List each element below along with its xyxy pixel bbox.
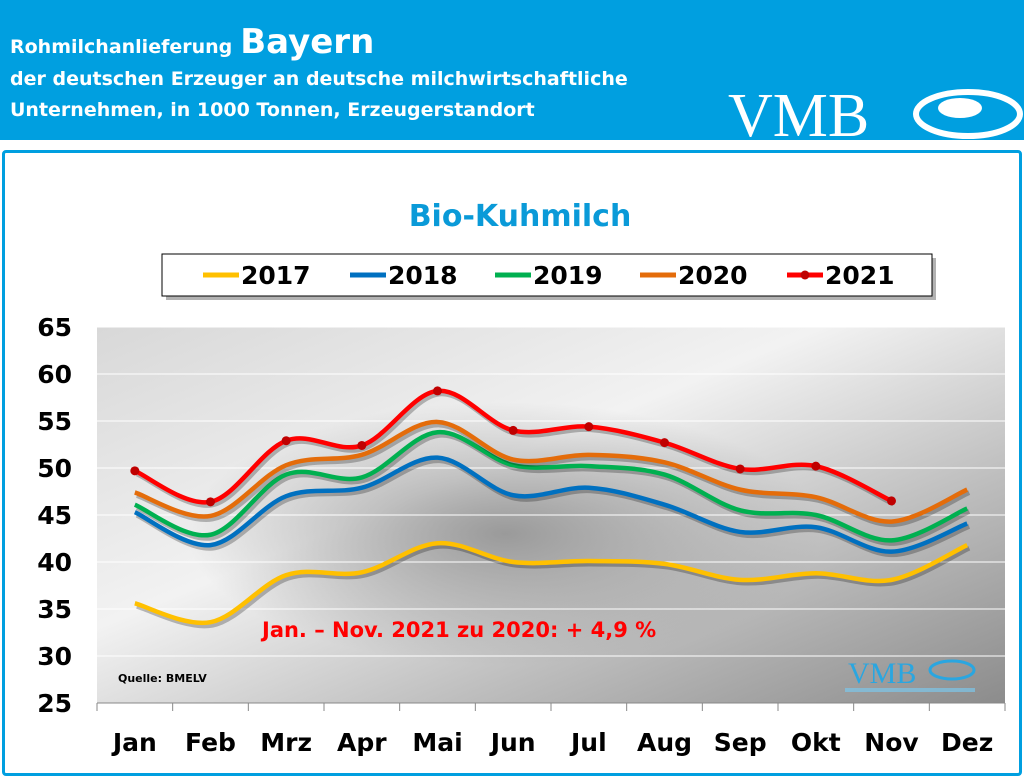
legend-item-2019: 2019 (495, 261, 603, 290)
annotation: Jan. – Nov. 2021 zu 2020: + 4,9 % (260, 618, 656, 642)
y-tick-label: 65 (37, 313, 72, 342)
y-tick-label: 45 (37, 501, 72, 530)
series-line-2019 (133, 430, 969, 543)
x-tick-label: Sep (714, 728, 767, 757)
vmb-logo: VMB (728, 82, 1023, 140)
series-line-2020 (134, 419, 969, 524)
data-point-2021 (811, 461, 821, 471)
chart-title: Bio-Kuhmilch (409, 199, 632, 234)
legend-item-2017: 2017 (203, 261, 311, 290)
title-prefix: Rohmilchanlieferung (10, 36, 233, 58)
data-point-2021 (735, 464, 745, 474)
x-tick-label: Mai (412, 728, 462, 757)
legend-item-2021: 2021 (787, 261, 895, 290)
data-point-2021 (584, 422, 594, 432)
data-point-2021 (130, 466, 140, 476)
x-tick-label: Apr (337, 728, 387, 757)
source-note: Quelle: BMELV (118, 672, 207, 685)
y-tick-label: 30 (37, 642, 72, 671)
header-subtitle-1: der deutschen Erzeuger an deutsche milch… (10, 68, 628, 90)
data-point-2021 (206, 497, 215, 507)
series-line-2021 (133, 388, 893, 505)
y-tick-label: 55 (37, 407, 72, 436)
data-point-2021 (433, 386, 442, 396)
data-point-2021 (357, 440, 367, 450)
y-tick-label: 50 (37, 454, 72, 483)
y-tick-label: 35 (37, 595, 72, 624)
x-tick-label: Feb (185, 728, 236, 757)
y-tick-label: 25 (37, 689, 72, 718)
header-title: Rohmilchanlieferung Bayern (10, 22, 374, 62)
series-line-2017 (134, 540, 969, 626)
svg-text:VMB: VMB (848, 657, 916, 690)
data-point-2021 (281, 436, 291, 446)
x-tick-label: Okt (791, 728, 841, 757)
x-tick-label: Mrz (260, 728, 312, 757)
y-tick-label: 40 (37, 548, 72, 577)
x-tick-label: Jan (111, 728, 157, 757)
y-tick-label: 60 (37, 360, 72, 389)
data-point-2021 (887, 496, 896, 506)
x-tick-label: Dez (941, 728, 993, 757)
data-point-2021 (508, 425, 518, 435)
legend-label: 2017 (241, 261, 311, 290)
legend-label: 2018 (388, 261, 458, 290)
title-region: Bayern (240, 22, 375, 62)
header-subtitle-2: Unternehmen, in 1000 Tonnen, Erzeugersta… (10, 99, 535, 121)
legend-item-2020: 2020 (640, 261, 748, 290)
data-point-2021 (660, 438, 669, 448)
series-line-2018 (133, 455, 969, 554)
x-tick-label: Jul (569, 728, 607, 757)
legend-item-2018: 2018 (350, 261, 458, 290)
header-banner: Rohmilchanlieferung Bayern der deutschen … (0, 0, 1024, 140)
legend: 2017 2018 2019 2020 2021 (161, 253, 936, 300)
svg-text:VMB: VMB (728, 82, 869, 140)
x-tick-label: Jun (489, 728, 536, 757)
legend-marker (800, 270, 810, 280)
x-tick-label: Aug (637, 728, 692, 757)
x-tick-label: Nov (864, 728, 918, 757)
series-shadow-2017 (136, 543, 971, 629)
legend-label: 2021 (825, 261, 895, 290)
legend-label: 2020 (678, 261, 748, 290)
legend-label: 2019 (533, 261, 603, 290)
watermark-logo: VMB (845, 657, 976, 692)
